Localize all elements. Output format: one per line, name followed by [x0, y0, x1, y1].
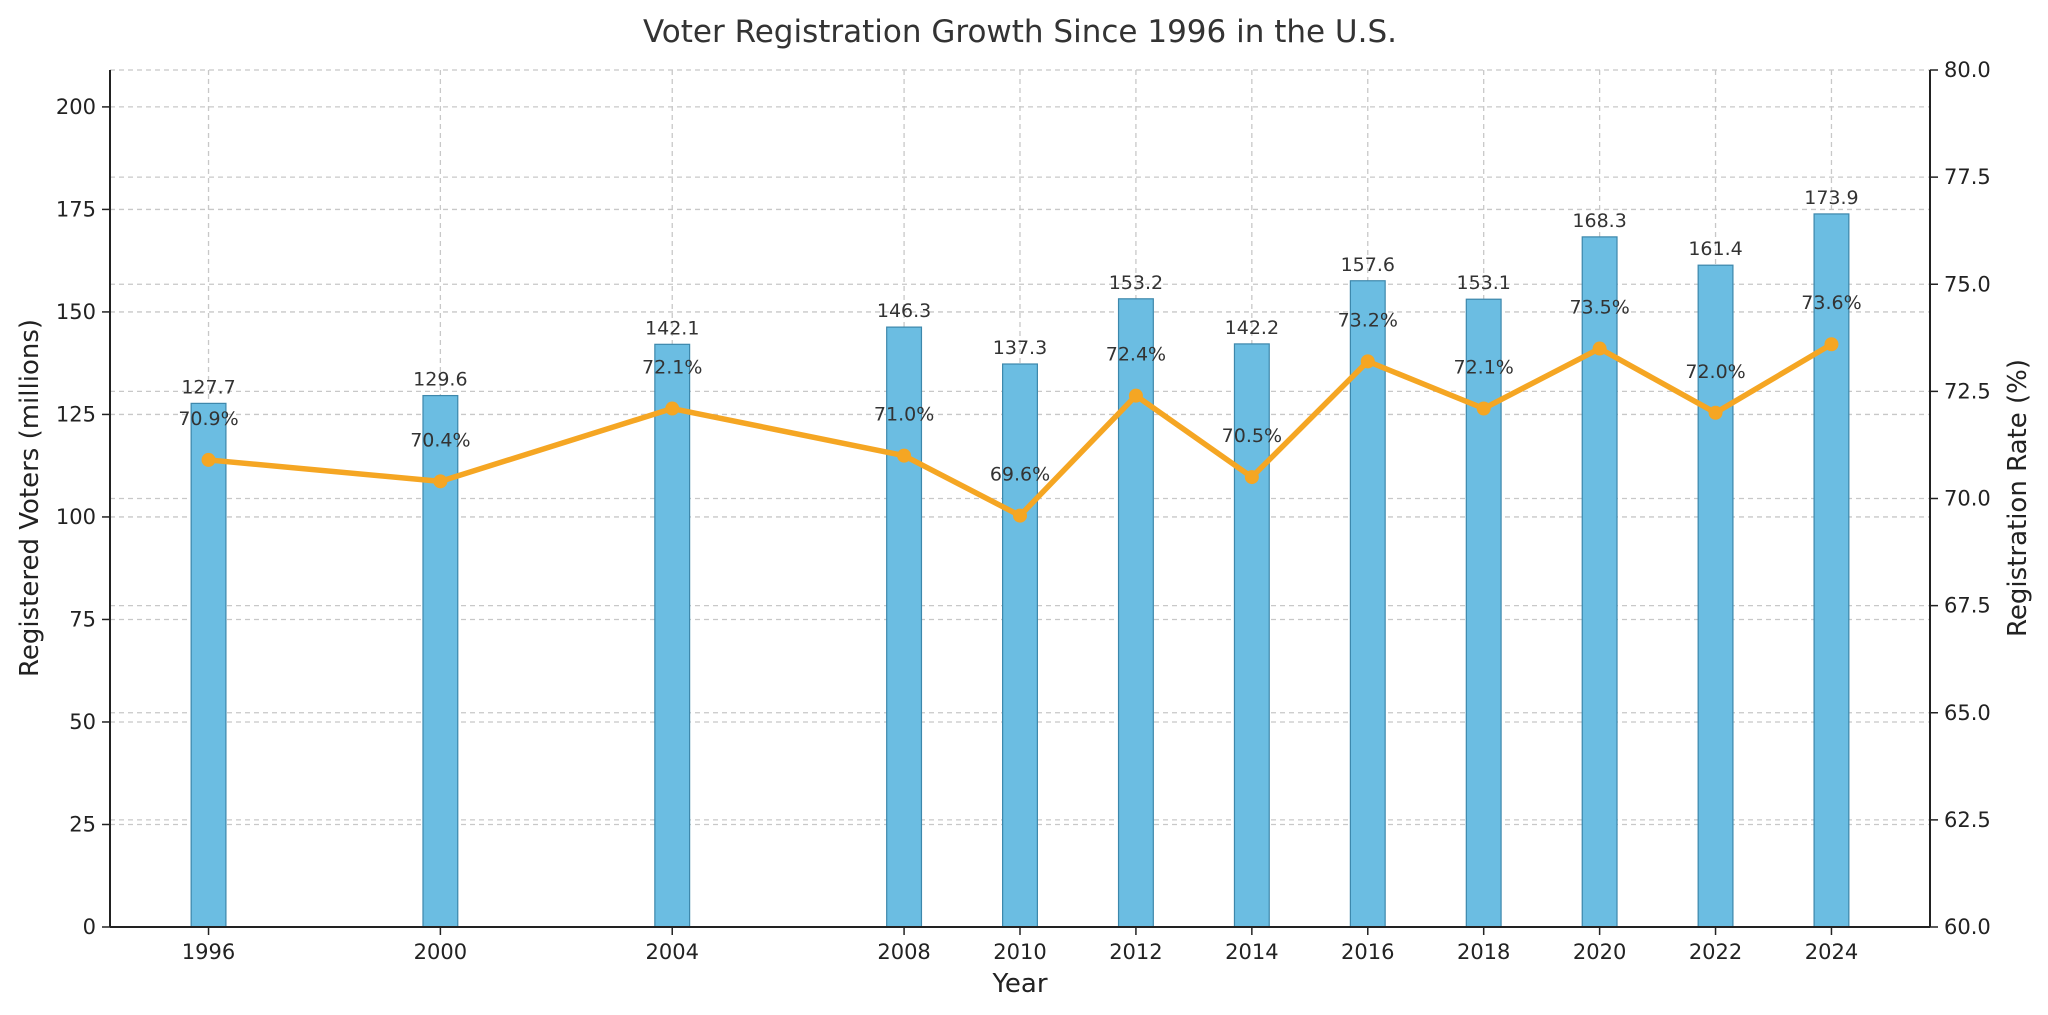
y2-tick-label: 77.5 [1944, 165, 1991, 189]
rate-value-label: 72.1% [642, 357, 702, 379]
x-tick-label: 2022 [1689, 940, 1742, 964]
x-tick-label: 2024 [1805, 940, 1858, 964]
y-tick-label: 50 [69, 710, 96, 734]
bar [1581, 236, 1618, 928]
x-tick-label: 2012 [1109, 940, 1162, 964]
bar-value-label: 161.4 [1688, 238, 1742, 260]
rate-value-label: 73.6% [1801, 292, 1861, 314]
rate-marker [1013, 508, 1027, 523]
rate-marker [1360, 354, 1375, 369]
rate-marker [665, 401, 680, 416]
y-tick-label: 75 [69, 607, 96, 631]
rate-value-label: 72.0% [1685, 361, 1745, 383]
bar-value-label: 173.9 [1804, 187, 1858, 209]
chart-title: Voter Registration Growth Since 1996 in … [643, 14, 1397, 50]
bar [1465, 298, 1502, 928]
y-tick-label: 150 [56, 300, 96, 324]
x-tick-label: 2004 [646, 940, 699, 964]
y2-axis-label: Registration Rate (%) [2003, 359, 2033, 637]
y2-tick-label: 60.0 [1944, 915, 1991, 939]
bar [654, 343, 691, 928]
x-tick-label: 2008 [877, 940, 930, 964]
rate-marker [1824, 337, 1839, 352]
bar-value-label: 137.3 [993, 337, 1047, 359]
y2-tick-label: 80.0 [1944, 58, 1991, 82]
bar-value-label: 146.3 [877, 300, 931, 322]
rate-marker [1128, 388, 1143, 403]
rate-value-label: 70.5% [1222, 425, 1282, 447]
y-tick-label: 125 [56, 402, 96, 426]
y2-tick-label: 67.5 [1944, 594, 1991, 618]
rate-value-label: 73.5% [1569, 297, 1629, 319]
bar-value-label: 129.6 [413, 369, 467, 391]
x-tick-label: 2016 [1341, 940, 1394, 964]
rate-value-label: 72.1% [1454, 357, 1514, 379]
y-tick-label: 200 [56, 95, 96, 119]
rate-marker [1708, 405, 1723, 420]
y-tick-label: 175 [56, 197, 96, 221]
x-tick-label: 1996 [182, 940, 235, 964]
bar [1813, 213, 1850, 928]
rate-marker [201, 452, 216, 467]
bar-value-label: 153.1 [1456, 272, 1510, 294]
y2-tick-label: 70.0 [1944, 487, 1991, 511]
bar [1233, 343, 1270, 928]
bar-value-label: 153.2 [1109, 272, 1163, 294]
y2-tick-label: 62.5 [1944, 808, 1991, 832]
bar [190, 402, 227, 928]
rate-marker [897, 448, 912, 463]
x-axis-label: Year [991, 969, 1047, 999]
rate-value-label: 72.4% [1106, 344, 1166, 366]
rate-marker [1244, 470, 1259, 485]
y-axis-label: Registered Voters (millions) [15, 319, 45, 677]
x-tick-label: 2018 [1457, 940, 1510, 964]
rate-marker [1592, 341, 1607, 356]
rate-value-label: 70.9% [178, 408, 238, 430]
x-tick-label: 2014 [1225, 940, 1278, 964]
bar-value-label: 127.7 [181, 376, 235, 398]
y2-tick-label: 75.0 [1944, 272, 1991, 296]
bar-value-label: 142.2 [1225, 317, 1279, 339]
bar [1002, 363, 1038, 928]
rate-marker [1476, 401, 1491, 416]
y-tick-label: 25 [69, 812, 96, 836]
x-tick-label: 2000 [414, 940, 467, 964]
y-tick-label: 0 [83, 915, 96, 939]
bar-value-label: 168.3 [1572, 210, 1626, 232]
bar [1349, 280, 1386, 928]
y2-tick-label: 72.5 [1944, 379, 1991, 403]
bar-value-label: 142.1 [645, 317, 699, 339]
x-tick-label: 2010 [993, 940, 1046, 964]
y-tick-label: 100 [56, 505, 96, 529]
rate-marker [433, 474, 448, 489]
rate-value-label: 69.6% [990, 464, 1050, 486]
bar [1697, 264, 1734, 928]
rate-value-label: 71.0% [874, 404, 934, 426]
rate-value-label: 73.2% [1338, 309, 1398, 331]
bar-value-label: 157.6 [1341, 254, 1395, 276]
x-tick-label: 2020 [1573, 940, 1626, 964]
rate-line [208, 341, 1833, 519]
y2-tick-label: 65.0 [1944, 701, 1991, 725]
rate-value-label: 70.4% [410, 429, 470, 451]
